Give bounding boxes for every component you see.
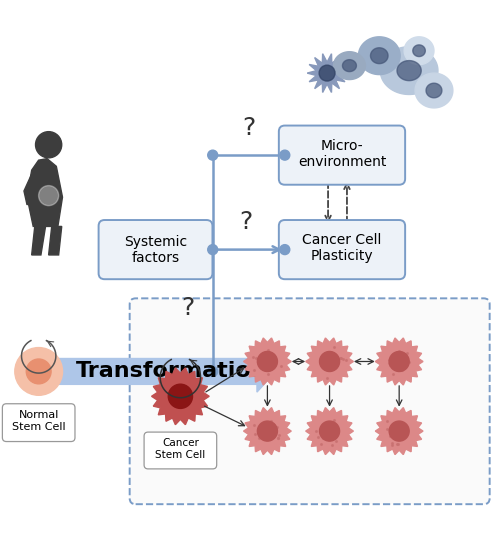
Circle shape — [258, 421, 278, 441]
Circle shape — [389, 421, 409, 441]
Circle shape — [320, 351, 340, 371]
Polygon shape — [376, 338, 423, 385]
Text: Micro-
environment: Micro- environment — [298, 139, 386, 169]
Circle shape — [208, 367, 218, 376]
Circle shape — [36, 132, 62, 158]
Polygon shape — [413, 45, 426, 57]
Polygon shape — [397, 60, 421, 81]
Circle shape — [168, 384, 192, 409]
Polygon shape — [307, 54, 347, 93]
Circle shape — [258, 351, 278, 371]
FancyBboxPatch shape — [98, 220, 212, 279]
FancyBboxPatch shape — [2, 404, 75, 441]
Circle shape — [389, 351, 409, 371]
Circle shape — [15, 348, 62, 395]
Polygon shape — [370, 48, 388, 64]
Polygon shape — [24, 174, 35, 205]
Text: ?: ? — [242, 116, 256, 140]
Circle shape — [208, 245, 218, 254]
FancyBboxPatch shape — [279, 126, 405, 185]
Circle shape — [38, 185, 58, 206]
Polygon shape — [48, 226, 62, 255]
FancyBboxPatch shape — [279, 220, 405, 279]
Polygon shape — [27, 158, 63, 226]
Polygon shape — [426, 83, 442, 98]
Polygon shape — [244, 338, 292, 385]
Circle shape — [26, 359, 51, 384]
Text: Normal
Stem Cell: Normal Stem Cell — [12, 410, 66, 432]
Polygon shape — [334, 52, 366, 80]
Text: Cancer
Stem Cell: Cancer Stem Cell — [156, 438, 206, 460]
Polygon shape — [404, 37, 434, 65]
Text: Transformation: Transformation — [76, 362, 268, 382]
Polygon shape — [32, 226, 46, 255]
Polygon shape — [244, 407, 292, 454]
Text: Systemic
factors: Systemic factors — [124, 234, 187, 265]
Polygon shape — [380, 47, 438, 94]
Polygon shape — [306, 407, 354, 454]
Circle shape — [280, 245, 290, 254]
Polygon shape — [342, 60, 356, 72]
Text: Cancer Cell
Plasticity: Cancer Cell Plasticity — [302, 233, 382, 263]
Circle shape — [320, 421, 340, 441]
FancyBboxPatch shape — [130, 299, 490, 504]
Polygon shape — [358, 37, 400, 74]
Polygon shape — [306, 338, 354, 385]
Polygon shape — [376, 407, 423, 454]
Polygon shape — [415, 73, 453, 108]
Circle shape — [319, 65, 335, 81]
FancyArrow shape — [58, 351, 276, 392]
Polygon shape — [152, 368, 209, 425]
Circle shape — [280, 150, 290, 160]
Circle shape — [208, 150, 218, 160]
Text: ?: ? — [239, 210, 252, 234]
Text: ?: ? — [181, 296, 194, 320]
FancyBboxPatch shape — [144, 432, 216, 469]
